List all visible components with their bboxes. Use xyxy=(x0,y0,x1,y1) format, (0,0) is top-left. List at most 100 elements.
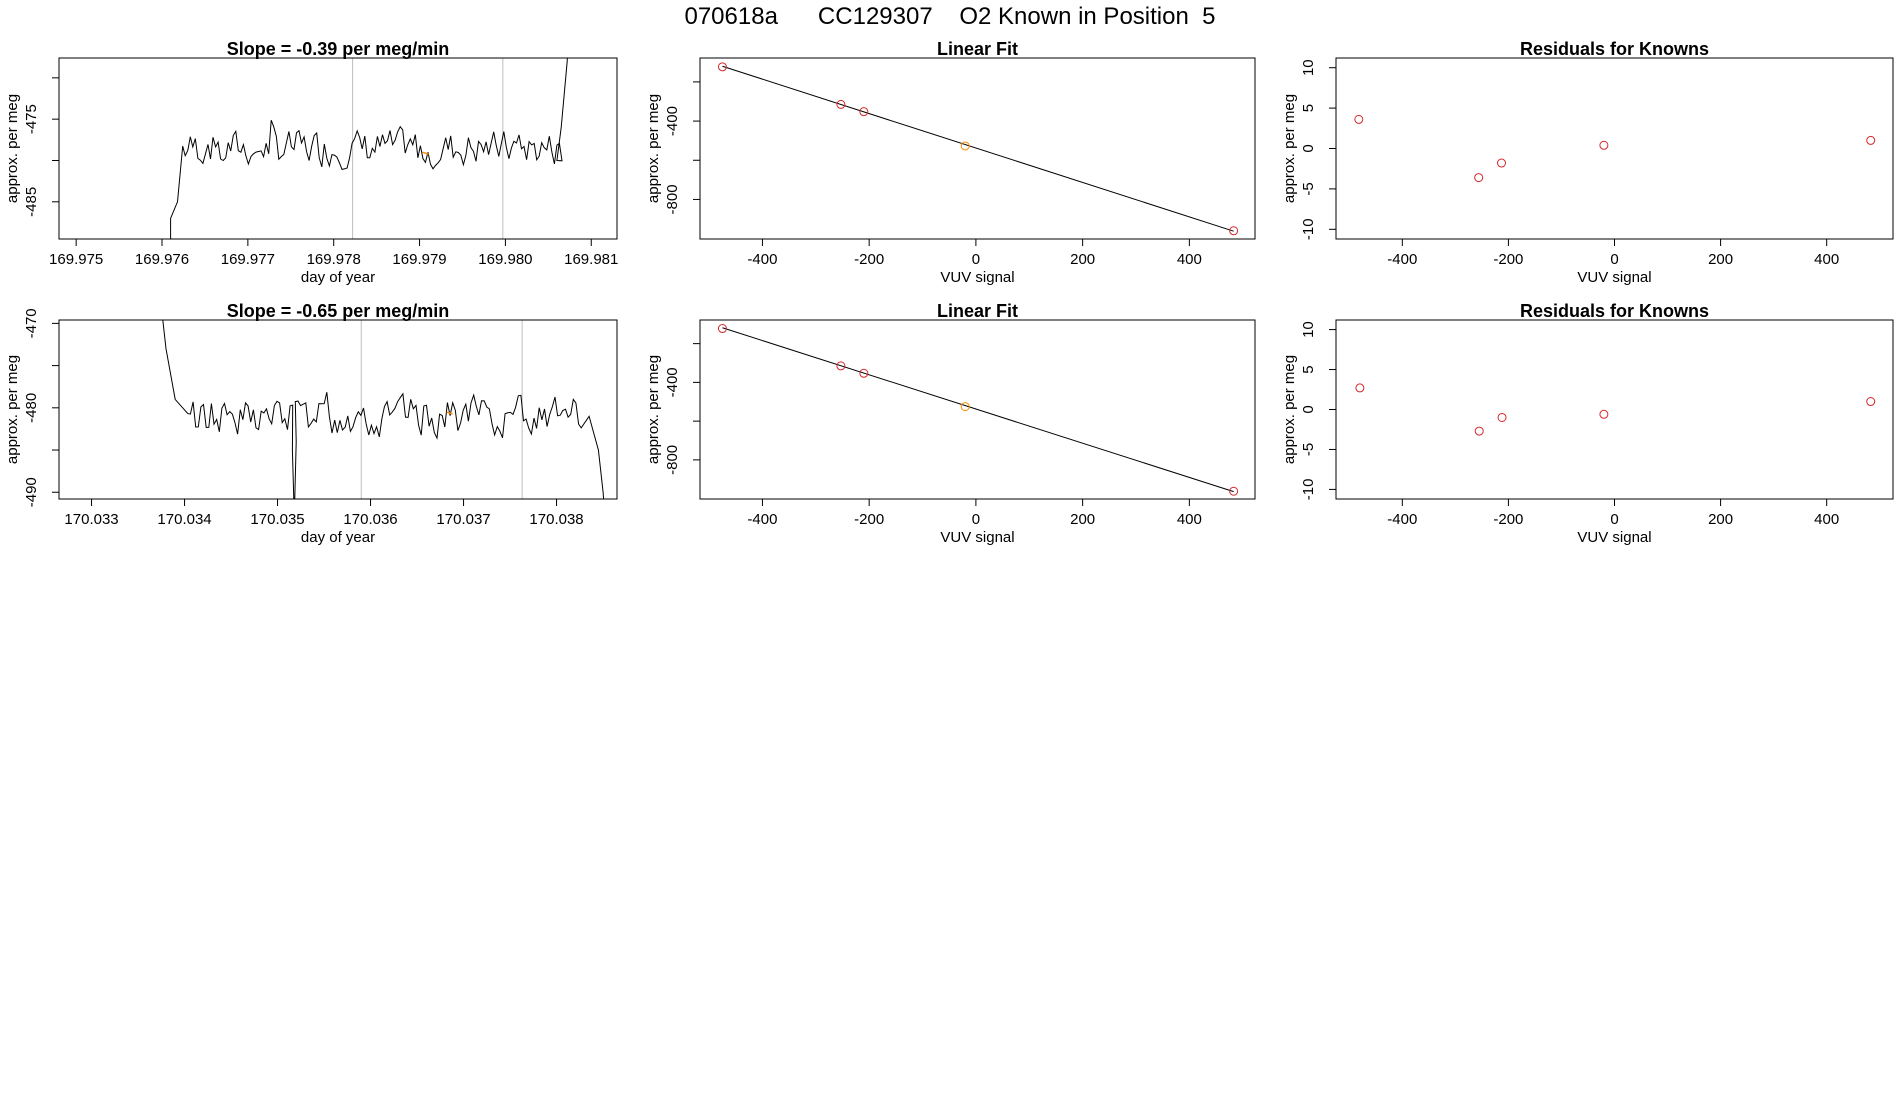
data-point xyxy=(1497,412,1507,422)
highlight-mark xyxy=(422,151,429,155)
y-tick-label: 5 xyxy=(1300,365,1317,373)
x-axis-label: VUV signal xyxy=(1577,269,1651,286)
chart-linear-fit-bottom: Linear Fit -400 -200 0 200 400 VUV signal -400 -… xyxy=(645,301,1256,546)
y-tick-label: -470 xyxy=(23,308,40,338)
data-point xyxy=(960,402,970,412)
data-point xyxy=(1599,140,1609,150)
x-tick-label: 170.038 xyxy=(529,511,583,528)
data-point xyxy=(1474,426,1484,436)
y-tick-label: -5 xyxy=(1300,182,1317,195)
fit-line xyxy=(722,327,1234,493)
data-point xyxy=(717,324,727,334)
x-axis-label: day of year xyxy=(301,269,375,286)
chart-title: Linear Fit xyxy=(937,39,1018,59)
chart-linear-fit-top: Linear Fit -400 -200 0 200 400 VUV signal -400 -… xyxy=(645,39,1256,286)
x-tick-label: -200 xyxy=(854,511,884,528)
y-tick-label: -5 xyxy=(1300,443,1317,456)
x-tick-label: 400 xyxy=(1177,251,1202,268)
x-tick-label: 200 xyxy=(1070,251,1095,268)
x-tick-label: 200 xyxy=(1070,511,1095,528)
x-tick-label: -400 xyxy=(747,511,777,528)
plot-area xyxy=(717,62,1239,236)
chart-slope-bottom: Slope = -0.65 per meg/min 170.033 170.034 1… xyxy=(4,301,618,546)
x-tick-label: 170.035 xyxy=(250,511,304,528)
y-tick-label: -10 xyxy=(1300,479,1317,501)
chart-title: Residuals for Knowns xyxy=(1520,39,1709,59)
x-tick-label: 0 xyxy=(1610,511,1618,528)
y-tick-label: -800 xyxy=(664,184,681,214)
x-tick-label: 400 xyxy=(1814,251,1839,268)
chart-title: Slope = -0.65 per meg/min xyxy=(227,301,450,321)
y-axis-label: approx. per meg xyxy=(1281,355,1298,464)
plot-frame xyxy=(58,319,618,500)
series-line xyxy=(162,320,605,499)
chart-title: Residuals for Knowns xyxy=(1520,301,1709,321)
x-tick-label: 0 xyxy=(1610,251,1618,268)
x-tick-label: 400 xyxy=(1177,511,1202,528)
x-tick-label: 169.981 xyxy=(564,251,618,268)
x-tick-label: 200 xyxy=(1708,251,1733,268)
data-point xyxy=(859,368,869,378)
x-tick-label: -400 xyxy=(1387,251,1417,268)
y-tick-label: 10 xyxy=(1300,59,1317,76)
chart-title: Linear Fit xyxy=(937,301,1018,321)
y-axis-label: approx. per meg xyxy=(4,355,21,464)
plot-area xyxy=(1354,114,1876,183)
y-tick-label: -800 xyxy=(664,445,681,475)
y-tick-label: -10 xyxy=(1300,218,1317,240)
plot-area xyxy=(170,58,568,239)
x-tick-label: -200 xyxy=(854,251,884,268)
series-line xyxy=(170,58,568,239)
x-tick-label: 169.978 xyxy=(307,251,361,268)
x-axis-label: VUV signal xyxy=(940,529,1014,546)
x-tick-label: -400 xyxy=(1387,511,1417,528)
plot-frame xyxy=(1335,319,1894,500)
data-point xyxy=(1229,226,1239,236)
y-tick-label: 0 xyxy=(1300,144,1317,152)
x-tick-label: 170.033 xyxy=(64,511,118,528)
plot-frame xyxy=(699,319,1256,500)
y-tick-label: -400 xyxy=(664,367,681,397)
y-axis-label: approx. per meg xyxy=(4,94,21,203)
y-tick-label: -400 xyxy=(664,106,681,136)
highlight-mark xyxy=(446,411,453,415)
y-tick-label: -490 xyxy=(23,477,40,507)
chart-title: Slope = -0.39 per meg/min xyxy=(227,39,450,59)
x-tick-label: 200 xyxy=(1708,511,1733,528)
data-point xyxy=(1866,135,1876,145)
plot-area xyxy=(717,324,1239,496)
plot-area xyxy=(1355,383,1876,436)
x-tick-label: 169.975 xyxy=(49,251,103,268)
x-axis-label: day of year xyxy=(301,529,375,546)
x-tick-label: 169.977 xyxy=(221,251,275,268)
plot-frame xyxy=(58,57,618,240)
data-point xyxy=(1866,397,1876,407)
y-axis-label: approx. per meg xyxy=(645,355,662,464)
data-point xyxy=(1474,173,1484,183)
x-tick-label: 170.034 xyxy=(157,511,211,528)
y-tick-label: 0 xyxy=(1300,405,1317,413)
fit-line xyxy=(722,65,1234,232)
x-tick-label: -200 xyxy=(1493,251,1523,268)
x-tick-label: 169.979 xyxy=(392,251,446,268)
x-tick-label: -400 xyxy=(747,251,777,268)
x-tick-label: 170.036 xyxy=(343,511,397,528)
chart-slope-top: Slope = -0.39 per meg/min 169.975 169.976 1… xyxy=(4,39,618,286)
x-tick-label: 169.980 xyxy=(478,251,532,268)
data-point xyxy=(1497,158,1507,168)
data-point xyxy=(859,107,869,117)
y-tick-label: -485 xyxy=(23,187,40,217)
x-tick-label: 400 xyxy=(1814,511,1839,528)
data-point xyxy=(836,99,846,109)
chart-residuals-bottom: Residuals for Knowns -400 -200 0 200 400 VUV s… xyxy=(1281,301,1894,546)
data-point xyxy=(836,361,846,371)
x-tick-label: 169.976 xyxy=(135,251,189,268)
y-tick-label: 10 xyxy=(1300,321,1317,338)
plot-area xyxy=(162,320,605,499)
x-axis-label: VUV signal xyxy=(940,269,1014,286)
y-tick-label: 5 xyxy=(1300,104,1317,112)
data-point xyxy=(1355,383,1365,393)
x-axis-label: VUV signal xyxy=(1577,529,1651,546)
data-point xyxy=(1599,409,1609,419)
y-tick-label: -480 xyxy=(23,393,40,423)
